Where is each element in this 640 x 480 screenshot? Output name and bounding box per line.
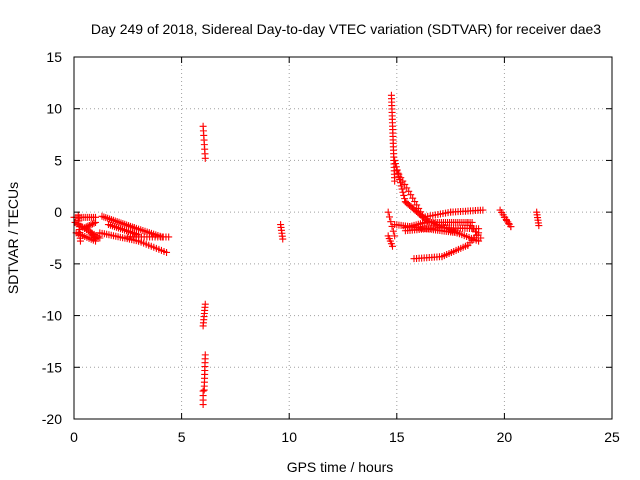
data-point [384,208,392,216]
data-point [84,222,92,230]
y-tick-label: -5 [50,256,63,272]
data-point [92,235,100,243]
tick-labels: 0 5 10 15 20 25 -20 -15 -10 -5 0 5 10 15 [42,49,620,445]
data-point [201,154,209,162]
x-tick-label: 15 [389,429,405,445]
data-point [85,221,93,229]
x-tick-label: 10 [281,429,297,445]
chart-title: Day 249 of 2018, Sidereal Day-to-day VTE… [91,21,601,37]
data-point [163,248,171,256]
data-point [391,177,399,185]
data-point [82,223,90,231]
y-tick-label: 15 [46,49,62,65]
data-marks [70,91,543,409]
y-tick-label: 0 [54,204,62,220]
data-point [199,401,207,409]
x-tick-label: 5 [178,429,186,445]
data-point [453,229,461,237]
y-tick-label: -15 [42,359,62,375]
data-point [388,242,396,250]
data-point [399,188,407,196]
data-point [81,224,89,232]
data-point [400,191,408,199]
data-point [477,234,485,242]
data-point [389,227,397,235]
data-point [76,237,84,245]
data-point [88,220,96,228]
data-point [90,219,98,227]
data-point [391,160,399,168]
x-tick-label: 0 [70,429,78,445]
y-axis-label: SDTVAR / TECUs [5,182,21,294]
data-point [535,222,543,230]
plot-border [73,56,613,420]
x-tick-label: 20 [497,429,513,445]
data-point [87,221,95,229]
y-tick-label: -10 [42,308,62,324]
data-point [385,213,393,221]
data-point [165,233,173,241]
data-point [90,233,98,241]
data-point [479,206,487,214]
data-point [391,232,399,240]
data-point [401,195,409,203]
data-point [92,218,100,226]
grid [74,57,612,419]
y-tick-label: -20 [42,411,62,427]
data-point [199,322,207,330]
axes [73,56,613,420]
data-point [507,223,515,231]
x-tick-label: 25 [604,429,620,445]
data-point [391,156,399,164]
data-point [387,218,395,226]
data-point [200,386,208,394]
y-tick-label: 5 [54,152,62,168]
data-point [398,185,406,193]
x-axis-label: GPS time / hours [287,459,394,475]
data-point [279,235,287,243]
y-tick-label: 10 [46,101,62,117]
data-point [397,182,405,190]
